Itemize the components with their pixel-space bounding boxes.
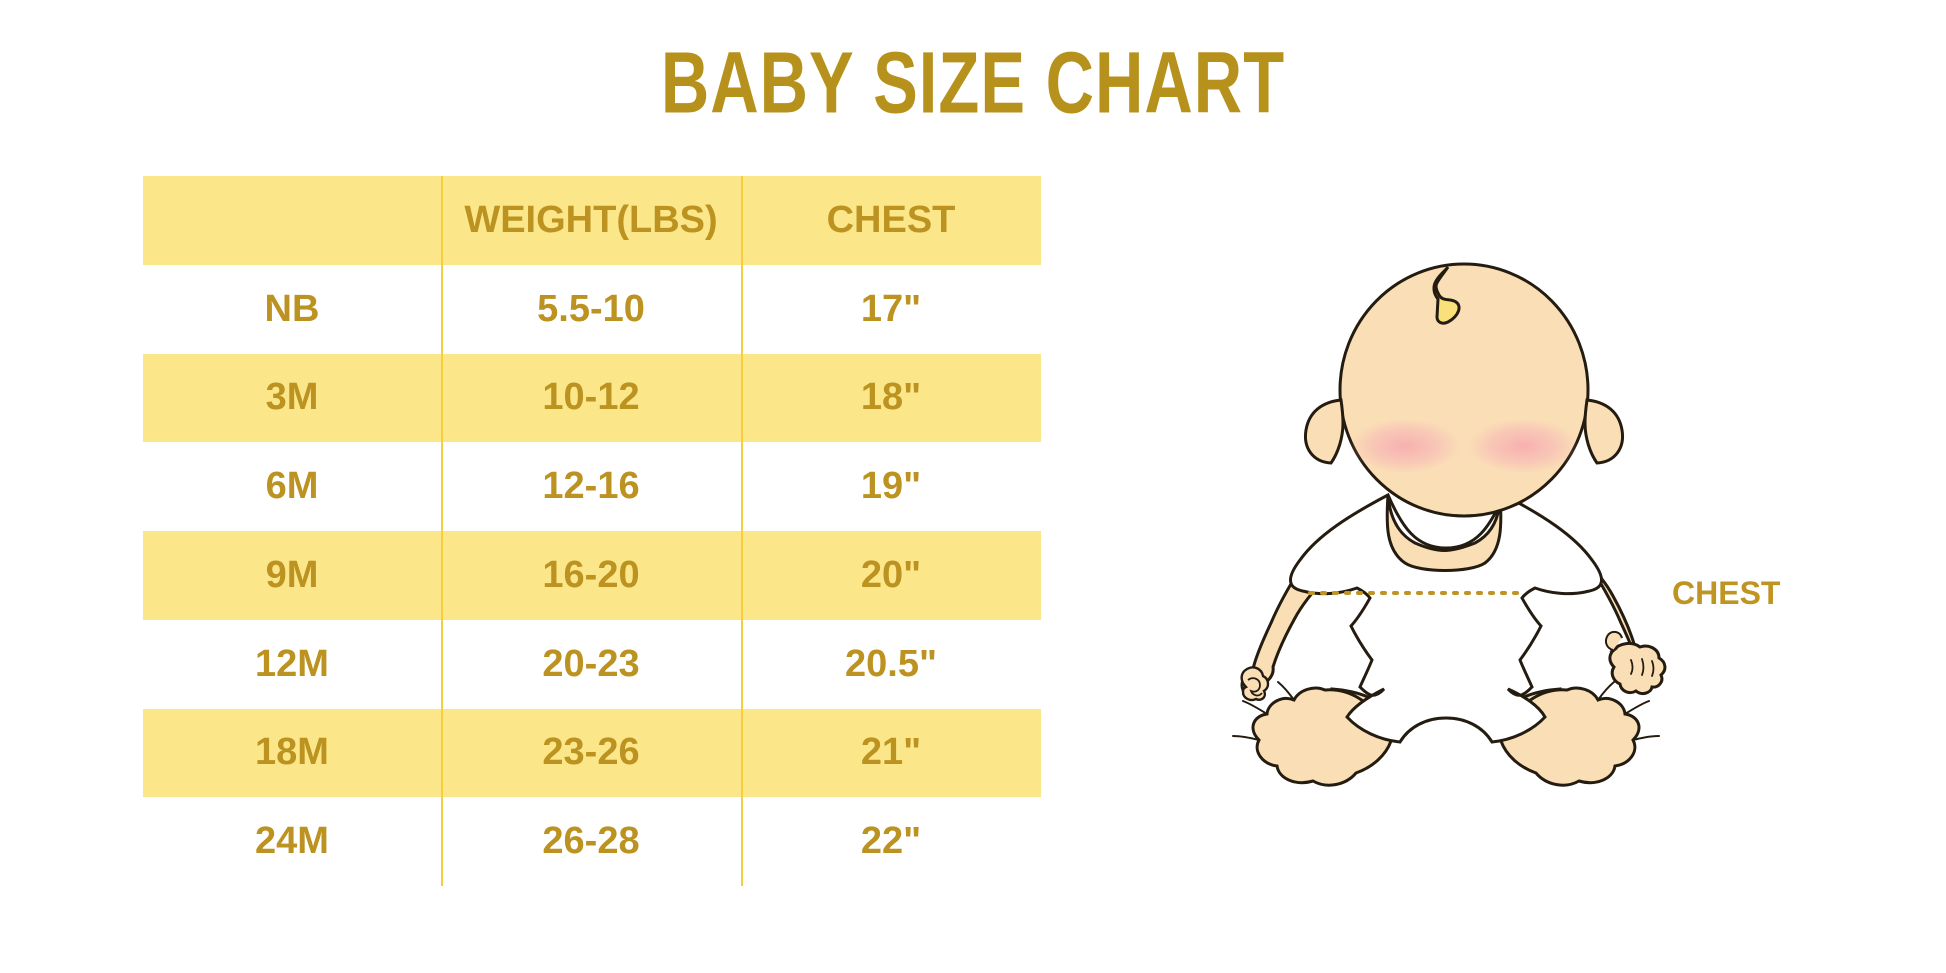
svg-text:CHEST: CHEST [1672, 575, 1781, 611]
